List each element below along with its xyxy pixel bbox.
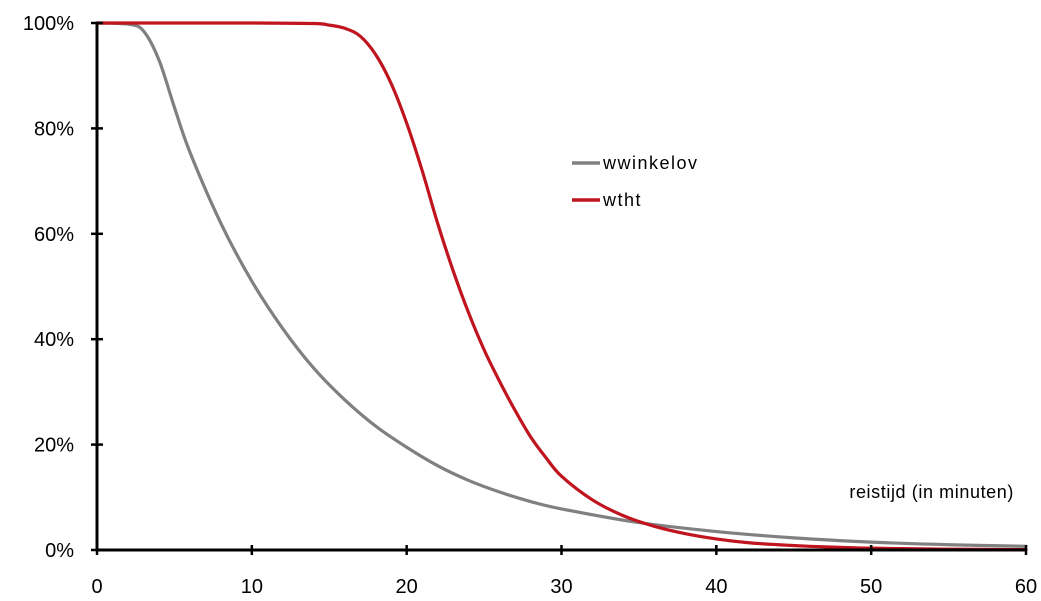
x-tick-label: 60 <box>1015 576 1037 598</box>
x-tick-label: 50 <box>860 576 882 598</box>
legend-item-wwinkelov: wwinkelov <box>572 153 699 173</box>
series-line-wwinkelov <box>95 21 1028 548</box>
y-tick-label: 80% <box>34 118 74 140</box>
x-tick-label: 30 <box>550 576 572 598</box>
legend-item-wtht: wtht <box>572 190 642 210</box>
series-line-wtht <box>95 21 1028 552</box>
y-tick-label: 40% <box>34 329 74 351</box>
x-axis-title: reistijd (in minuten) <box>849 482 1014 502</box>
y-tick-label: 60% <box>34 224 74 246</box>
y-tick-label: 100% <box>23 13 74 35</box>
x-tick-label: 40 <box>705 576 727 598</box>
series-layer <box>95 21 1028 552</box>
legend-label: wtht <box>602 190 642 210</box>
x-tick-label: 0 <box>91 576 102 598</box>
legend-label: wwinkelov <box>602 153 699 173</box>
y-tick-label: 0% <box>45 540 74 562</box>
x-tick-label: 20 <box>396 576 418 598</box>
legend: wwinkelov wtht <box>572 153 699 210</box>
ticks-layer: 0 10 20 30 40 50 60 0% 20% 40% 60% 80% 100% <box>23 13 1037 598</box>
axes-layer <box>95 22 1026 552</box>
y-tick-label: 20% <box>34 435 74 457</box>
x-tick-label: 10 <box>241 576 263 598</box>
